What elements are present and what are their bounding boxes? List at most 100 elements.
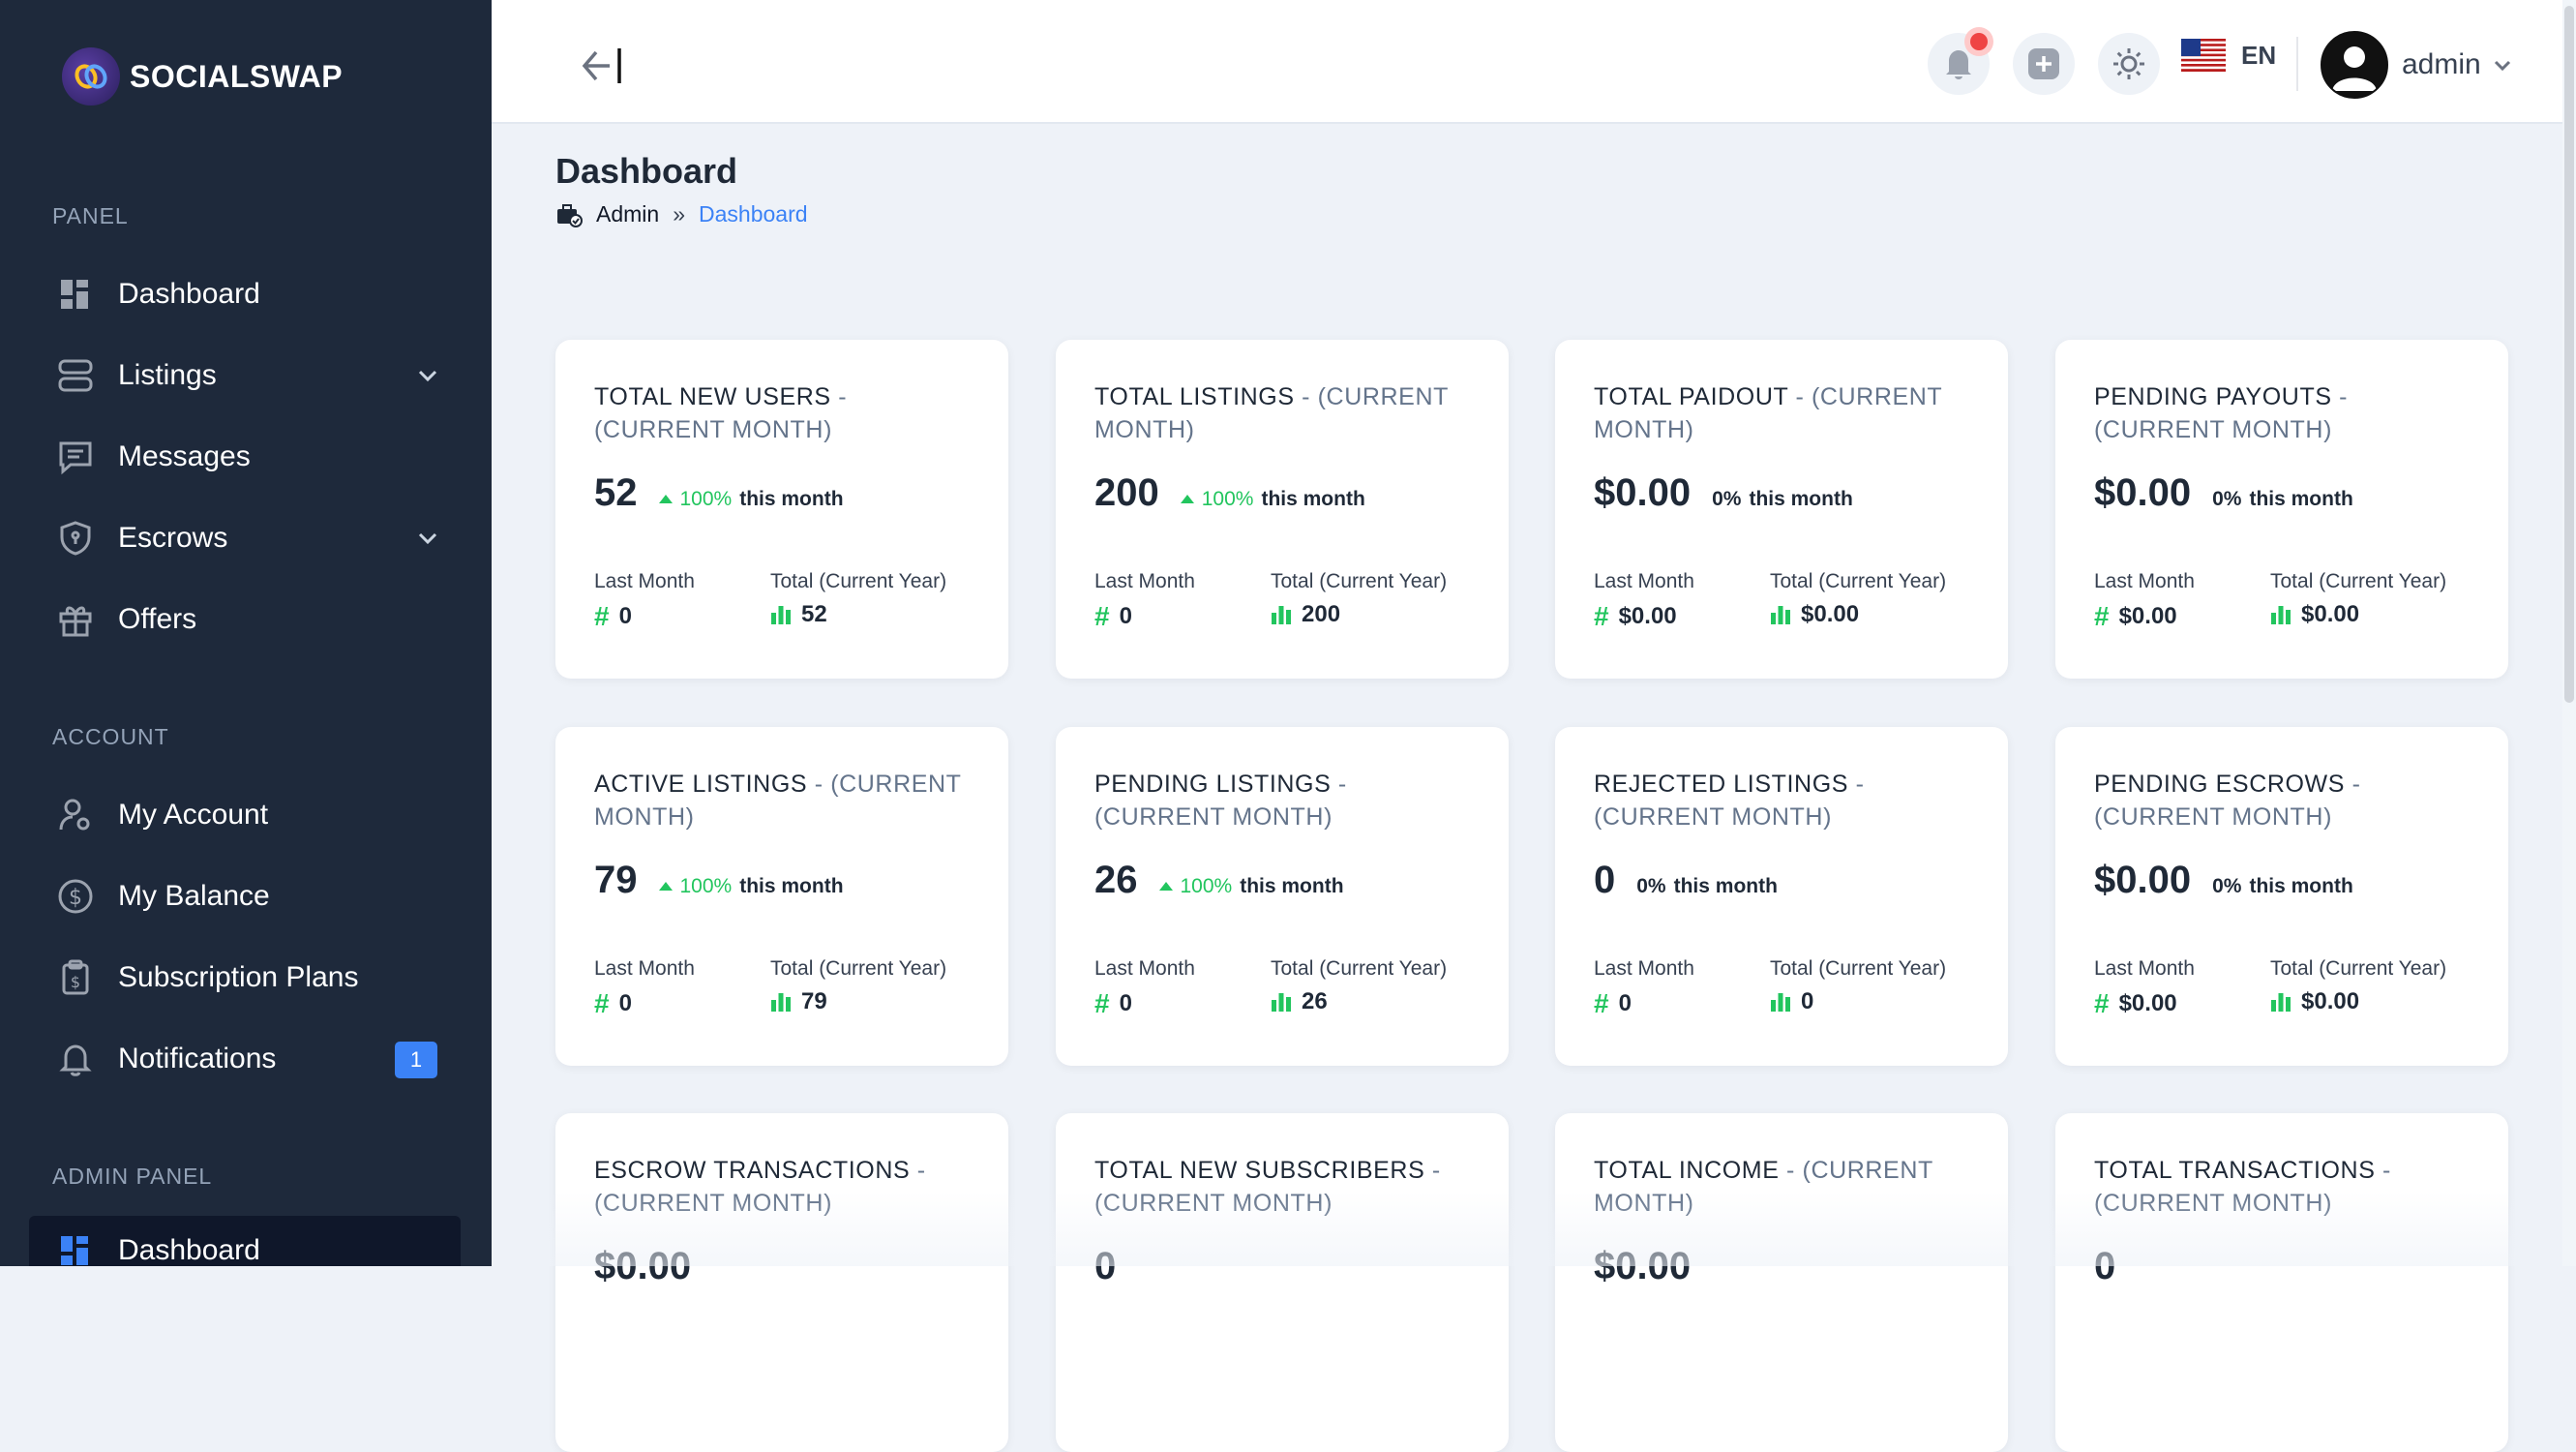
breadcrumb-current[interactable]: Dashboard <box>699 201 808 227</box>
card-value-row: $0.00 0% this month <box>2094 859 2353 902</box>
card-title-period: (CURRENT MONTH) <box>1094 803 1333 831</box>
chevron-down-icon <box>418 532 437 545</box>
section-label-panel: PANEL <box>52 203 129 228</box>
svg-text:$: $ <box>69 886 82 910</box>
chat-icon <box>54 436 97 478</box>
last-month-value: #0 <box>594 988 632 1019</box>
card-title-text: REJECTED LISTINGS <box>1594 771 1849 798</box>
user-menu[interactable]: admin <box>2321 31 2514 99</box>
last-month-label: Last Month <box>1094 570 1195 592</box>
card-value: $0.00 <box>2094 471 2192 514</box>
total-year-label: Total (Current Year) <box>1770 957 1947 980</box>
this-month-label: this month <box>2249 875 2353 897</box>
change-percent: 0% <box>2212 875 2241 898</box>
total-year-label: Total (Current Year) <box>1271 570 1448 592</box>
card-value: $0.00 <box>1594 471 1692 514</box>
language-code: EN <box>2241 40 2277 70</box>
card-title-dash: - <box>1431 1157 1441 1184</box>
card-title-text: ESCROW TRANSACTIONS <box>594 1157 911 1184</box>
card-title-dash: - <box>1786 1157 1795 1184</box>
card-value-row: $0.00 <box>594 1245 712 1288</box>
sidebar-item-subscription-plans[interactable]: $ Subscription Plans <box>29 943 461 1013</box>
card-title-period: (CURRENT MONTH) <box>2094 1190 2333 1217</box>
card-title-text: TOTAL TRANSACTIONS <box>2094 1157 2376 1184</box>
username: admin <box>2402 48 2481 80</box>
total-year-number: 0 <box>1801 988 1814 1014</box>
total-year-label: Total (Current Year) <box>2270 570 2447 592</box>
change-value: 0% <box>2212 875 2242 897</box>
sidebar-item-notifications[interactable]: Notifications 1 <box>29 1024 461 1094</box>
language-selector[interactable]: EN <box>2181 39 2276 72</box>
last-month-value: #0 <box>1094 988 1132 1019</box>
last-month-number: 0 <box>1119 603 1132 629</box>
last-month-value: #0 <box>1594 988 1632 1019</box>
card-value-row: $0.00 0% this month <box>1594 471 1853 515</box>
bar-chart-icon <box>771 606 791 624</box>
change-percent: 0% <box>1636 875 1665 898</box>
last-month-label: Last Month <box>594 570 695 592</box>
card-title-period: (CURRENT MONTH) <box>1594 383 1942 443</box>
notifications-button[interactable] <box>1928 27 1993 95</box>
card-title-dash: - <box>838 383 848 410</box>
card-title-period: (CURRENT MONTH) <box>1094 383 1449 443</box>
sidebar-item-admin-dashboard[interactable]: Dashboard <box>29 1216 461 1266</box>
card-title-dash: - <box>1337 771 1347 798</box>
last-month-label: Last Month <box>1594 957 1694 980</box>
card-title-dash: - <box>2339 383 2349 410</box>
last-month-number: 0 <box>1618 990 1632 1016</box>
theme-toggle-button[interactable] <box>2098 33 2160 95</box>
stat-card: ESCROW TRANSACTIONS - (CURRENT MONTH) $0.… <box>555 1113 1008 1452</box>
sidebar-item-messages[interactable]: Messages <box>29 422 461 492</box>
bell-icon <box>1946 50 1971 79</box>
sidebar-item-offers[interactable]: Offers <box>29 585 461 654</box>
card-title-period: (CURRENT MONTH) <box>2094 416 2333 443</box>
this-month-label: this month <box>1749 488 1853 510</box>
last-month-number: 0 <box>618 603 632 629</box>
chevron-down-icon <box>418 370 437 382</box>
dollar-icon: $ <box>54 875 97 918</box>
this-month-label: this month <box>1673 875 1778 897</box>
add-button[interactable] <box>2013 33 2075 95</box>
this-month-label: this month <box>1240 875 1344 897</box>
card-title-dash: - <box>814 771 824 798</box>
scrollbar[interactable] <box>2562 0 2576 1266</box>
clipboard-icon: $ <box>54 956 97 999</box>
us-flag-icon <box>2181 39 2226 72</box>
hash-icon: # <box>594 988 610 1018</box>
card-title: PENDING ESCROWS - (CURRENT MONTH) <box>2094 768 2481 833</box>
total-year-value: 26 <box>1271 988 1328 1015</box>
total-year-value: $0.00 <box>2270 601 2359 628</box>
total-year-value: 200 <box>1271 601 1340 628</box>
sidebar-item-label: Subscription Plans <box>118 961 359 993</box>
this-month-label: this month <box>2249 488 2353 510</box>
sidebar-item-escrows[interactable]: Escrows <box>29 503 461 573</box>
card-title-period: (CURRENT MONTH) <box>1094 1190 1333 1217</box>
last-month-number: $0.00 <box>1618 603 1677 629</box>
card-title-period: (CURRENT MONTH) <box>1594 803 1833 831</box>
last-month-label: Last Month <box>1594 570 1694 592</box>
card-value-row: $0.00 <box>1594 1245 1712 1288</box>
sidebar-item-my-balance[interactable]: $ My Balance <box>29 862 461 931</box>
section-label-account: ACCOUNT <box>52 724 169 749</box>
change-percent: 100% <box>658 488 732 511</box>
breadcrumb-admin[interactable]: Admin <box>596 201 660 227</box>
card-value: 26 <box>1094 859 1138 901</box>
change-value: 100% <box>1201 488 1254 510</box>
stat-card: PENDING PAYOUTS - (CURRENT MONTH) $0.00 0%… <box>2055 340 2508 679</box>
briefcase-icon <box>557 203 583 227</box>
chevron-down-icon <box>2494 60 2510 72</box>
sidebar-item-dashboard[interactable]: Dashboard <box>29 259 461 329</box>
sidebar-item-my-account[interactable]: My Account <box>29 780 461 850</box>
plus-icon <box>2028 48 2059 79</box>
hash-icon: # <box>1594 601 1609 631</box>
collapse-sidebar-icon[interactable] <box>577 43 631 89</box>
card-value: 0 <box>2094 1245 2116 1287</box>
brand-logo[interactable]: SOCIALSWAP <box>62 43 343 110</box>
scrollbar-thumb[interactable] <box>2564 6 2574 703</box>
sidebar: SOCIALSWAP PANEL Dashboard Listings Mess… <box>0 0 492 1266</box>
stat-card: TOTAL INCOME - (CURRENT MONTH) $0.00 <box>1555 1113 2008 1452</box>
sidebar-item-listings[interactable]: Listings <box>29 341 461 410</box>
card-title-dash: - <box>916 1157 926 1184</box>
change-value: 100% <box>1180 875 1233 897</box>
card-title-text: TOTAL PAIDOUT <box>1594 383 1788 410</box>
